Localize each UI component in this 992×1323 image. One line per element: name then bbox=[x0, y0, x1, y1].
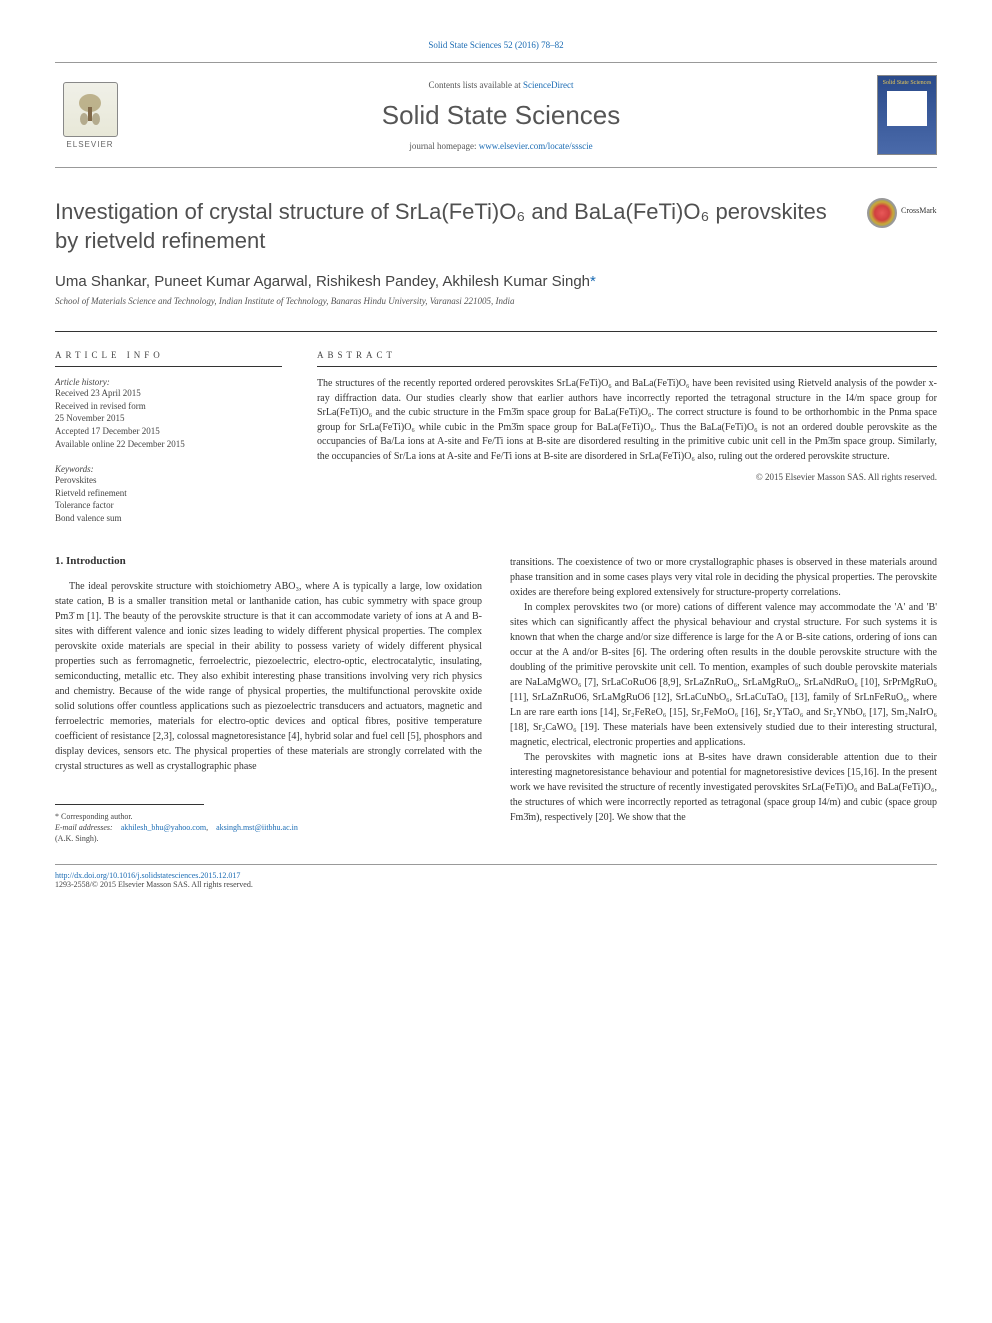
doi-line: http://dx.doi.org/10.1016/j.solidstatesc… bbox=[55, 871, 937, 880]
crossmark-label: CrossMark bbox=[901, 206, 937, 215]
accepted-date: Accepted 17 December 2015 bbox=[55, 425, 282, 438]
doi-link[interactable]: http://dx.doi.org/10.1016/j.solidstatesc… bbox=[55, 871, 240, 880]
cover-image bbox=[887, 91, 927, 126]
homepage-line: journal homepage: www.elsevier.com/locat… bbox=[125, 141, 877, 151]
body-column-right: transitions. The coexistence of two or m… bbox=[510, 555, 937, 845]
title-section: Investigation of crystal structure of Sr… bbox=[55, 198, 937, 255]
elsevier-tree-icon bbox=[63, 82, 118, 137]
article-title: Investigation of crystal structure of Sr… bbox=[55, 198, 852, 255]
crossmark-widget[interactable]: CrossMark bbox=[867, 198, 937, 255]
contents-prefix: Contents lists available at bbox=[429, 80, 523, 90]
corresponding-asterisk: * bbox=[590, 273, 596, 290]
abstract-header: ABSTRACT bbox=[317, 350, 937, 367]
keyword-1: Perovskites bbox=[55, 474, 282, 487]
authors-list: Uma Shankar, Puneet Kumar Agarwal, Rishi… bbox=[55, 273, 937, 290]
article-info-column: ARTICLE INFO Article history: Received 2… bbox=[55, 350, 302, 524]
header-center: Contents lists available at ScienceDirec… bbox=[125, 80, 877, 151]
body-column-left: 1. Introduction The ideal perovskite str… bbox=[55, 555, 482, 845]
footnote-separator bbox=[55, 804, 204, 805]
email-author: (A.K. Singh). bbox=[55, 833, 482, 844]
homepage-prefix: journal homepage: bbox=[409, 141, 478, 151]
journal-reference: Solid State Sciences 52 (2016) 78–82 bbox=[55, 40, 937, 50]
page-container: Solid State Sciences 52 (2016) 78–82 ELS… bbox=[0, 0, 992, 929]
contents-available: Contents lists available at ScienceDirec… bbox=[125, 80, 877, 90]
info-abstract-row: ARTICLE INFO Article history: Received 2… bbox=[55, 331, 937, 524]
col2-paragraph-3: The perovskites with magnetic ions at B-… bbox=[510, 750, 937, 825]
email-link-2[interactable]: aksingh.mst@iitbhu.ac.in bbox=[216, 823, 298, 832]
history-label: Article history: bbox=[55, 377, 282, 387]
sciencedirect-link[interactable]: ScienceDirect bbox=[523, 80, 573, 90]
intro-paragraph-1: The ideal perovskite structure with stoi… bbox=[55, 579, 482, 774]
email-footnote: E-mail addresses: akhilesh_bhu@yahoo.com… bbox=[55, 822, 482, 833]
email-link-1[interactable]: akhilesh_bhu@yahoo.com bbox=[121, 823, 206, 832]
abstract-copyright: © 2015 Elsevier Masson SAS. All rights r… bbox=[317, 472, 937, 482]
affiliation: School of Materials Science and Technolo… bbox=[55, 296, 937, 306]
elsevier-logo[interactable]: ELSEVIER bbox=[55, 75, 125, 155]
keyword-4: Bond valence sum bbox=[55, 512, 282, 525]
elsevier-text: ELSEVIER bbox=[66, 140, 113, 149]
journal-header: ELSEVIER Contents lists available at Sci… bbox=[55, 62, 937, 168]
crossmark-icon bbox=[867, 198, 897, 228]
article-info-header: ARTICLE INFO bbox=[55, 350, 282, 367]
intro-heading: 1. Introduction bbox=[55, 555, 482, 567]
col2-paragraph-1: transitions. The coexistence of two or m… bbox=[510, 555, 937, 600]
abstract-text: The structures of the recently reported … bbox=[317, 377, 937, 464]
online-date: Available online 22 December 2015 bbox=[55, 438, 282, 451]
page-footer: http://dx.doi.org/10.1016/j.solidstatesc… bbox=[55, 864, 937, 889]
issn-copyright: 1293-2558/© 2015 Elsevier Masson SAS. Al… bbox=[55, 880, 937, 889]
revised-date: 25 November 2015 bbox=[55, 412, 282, 425]
received-date: Received 23 April 2015 bbox=[55, 387, 282, 400]
journal-cover-thumbnail[interactable]: Solid State Sciences bbox=[877, 75, 937, 155]
keyword-2: Rietveld refinement bbox=[55, 487, 282, 500]
email-label: E-mail addresses: bbox=[55, 823, 113, 832]
keyword-3: Tolerance factor bbox=[55, 499, 282, 512]
authors-text: Uma Shankar, Puneet Kumar Agarwal, Rishi… bbox=[55, 273, 590, 290]
col2-paragraph-2: In complex perovskites two (or more) cat… bbox=[510, 600, 937, 750]
corresponding-author-note: * Corresponding author. bbox=[55, 811, 482, 822]
revised-label: Received in revised form bbox=[55, 400, 282, 413]
cover-title: Solid State Sciences bbox=[883, 80, 932, 87]
keywords-label: Keywords: bbox=[55, 464, 282, 474]
journal-title: Solid State Sciences bbox=[125, 100, 877, 131]
homepage-link[interactable]: www.elsevier.com/locate/ssscie bbox=[479, 141, 593, 151]
body-columns: 1. Introduction The ideal perovskite str… bbox=[55, 555, 937, 845]
abstract-column: ABSTRACT The structures of the recently … bbox=[302, 350, 937, 524]
